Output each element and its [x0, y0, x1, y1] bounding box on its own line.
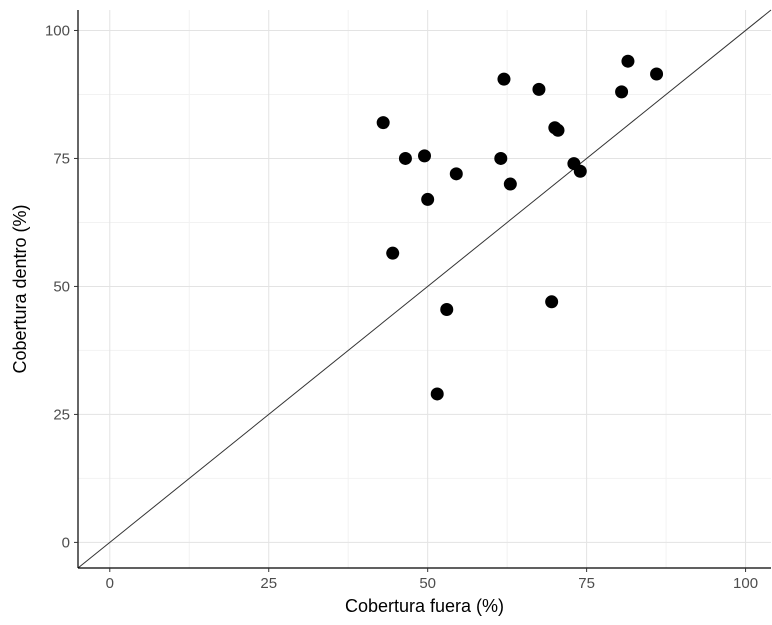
data-point: [398, 151, 412, 165]
x-axis-title: Cobertura fuera (%): [345, 596, 504, 616]
y-axis-title: Cobertura dentro (%): [10, 204, 30, 373]
data-point: [440, 302, 454, 316]
data-point: [430, 387, 444, 401]
data-point: [621, 54, 635, 68]
y-tick-label: 100: [45, 22, 70, 39]
data-point: [421, 192, 435, 206]
data-point: [503, 177, 517, 191]
data-point: [497, 72, 511, 86]
data-point: [551, 123, 565, 137]
data-point: [376, 116, 390, 130]
data-point: [449, 167, 463, 181]
x-tick-label: 0: [106, 575, 114, 592]
x-tick-label: 50: [419, 575, 436, 592]
data-point: [418, 149, 431, 163]
y-tick-label: 25: [53, 406, 70, 423]
axes: [74, 10, 771, 572]
data-point: [494, 151, 508, 165]
data-point: [386, 246, 400, 260]
data-points: [376, 54, 664, 401]
data-point: [650, 67, 664, 81]
y-tick-label: 75: [53, 150, 70, 167]
data-point: [545, 295, 559, 309]
y-tick-label: 50: [53, 278, 70, 295]
data-point: [532, 82, 546, 96]
x-tick-label: 100: [733, 575, 758, 592]
data-point: [615, 85, 629, 99]
identity-reference-line: [77, 9, 772, 569]
x-tick-label: 75: [578, 575, 595, 592]
x-tick-label: 25: [260, 575, 277, 592]
tick-labels: 0 25 50 75 100 0 25 50 75 100: [45, 22, 758, 592]
data-point: [573, 164, 587, 178]
y-tick-label: 0: [62, 534, 70, 551]
